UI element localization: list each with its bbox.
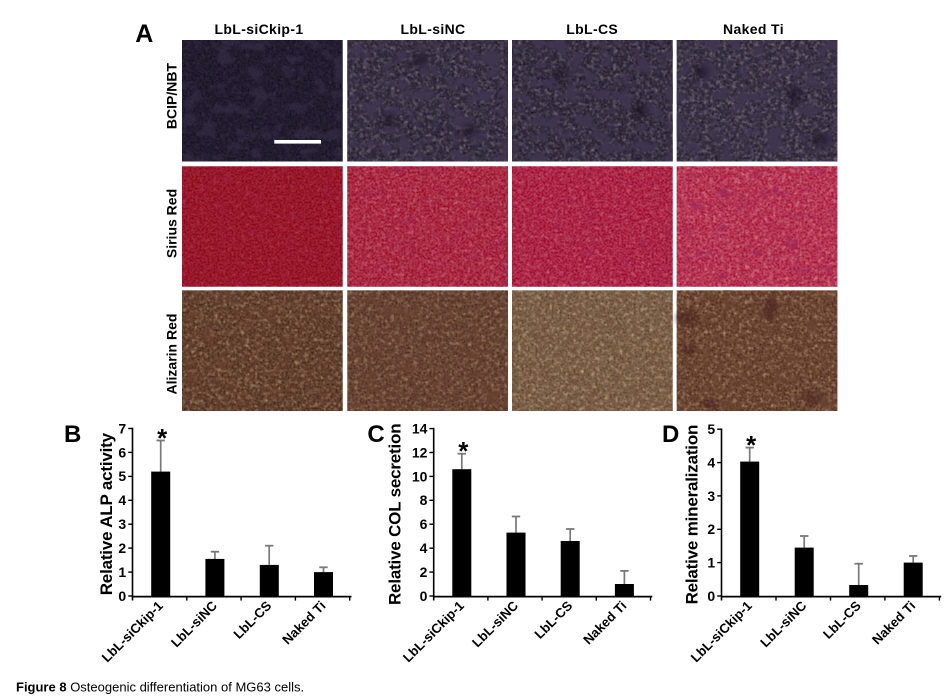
svg-text:5: 5	[707, 421, 715, 437]
svg-text:LbL-siNC: LbL-siNC	[469, 598, 521, 650]
svg-text:A: A	[135, 20, 153, 48]
svg-text:LbL-siNC: LbL-siNC	[168, 598, 220, 650]
svg-text:Naked Ti: Naked Ti	[279, 598, 328, 647]
svg-text:0: 0	[420, 588, 428, 604]
svg-text:LbL-CS: LbL-CS	[231, 598, 275, 642]
svg-text:6: 6	[420, 516, 428, 532]
svg-text:1: 1	[118, 564, 126, 580]
svg-text:6: 6	[118, 444, 126, 460]
svg-text:2: 2	[420, 564, 428, 580]
svg-text:LbL-siNC: LbL-siNC	[400, 21, 465, 37]
svg-text:12: 12	[412, 444, 428, 460]
svg-text:3: 3	[118, 516, 126, 532]
svg-text:10: 10	[412, 468, 428, 484]
svg-text:C: C	[367, 421, 384, 448]
svg-text:LbL-siCkip-1: LbL-siCkip-1	[400, 598, 467, 665]
svg-text:3: 3	[707, 488, 715, 504]
svg-text:*: *	[458, 436, 469, 466]
svg-text:0: 0	[707, 588, 715, 604]
svg-text:LbL-CS: LbL-CS	[566, 21, 618, 37]
svg-text:Relative mineralization: Relative mineralization	[683, 425, 702, 605]
svg-text:5: 5	[118, 468, 126, 484]
svg-text:LbL-siCkip-1: LbL-siCkip-1	[215, 21, 304, 37]
svg-text:Naked Ti: Naked Ti	[580, 598, 629, 647]
svg-text:*: *	[746, 430, 757, 460]
svg-text:2: 2	[707, 521, 715, 537]
svg-text:BCIP/NBT: BCIP/NBT	[164, 63, 180, 130]
svg-text:Relative COL secretion: Relative COL secretion	[386, 424, 405, 605]
svg-text:1: 1	[707, 555, 715, 571]
svg-text:8: 8	[420, 492, 428, 508]
svg-text:14: 14	[412, 421, 428, 437]
svg-text:LbL-siNC: LbL-siNC	[757, 598, 809, 650]
svg-text:Naked Ti: Naked Ti	[723, 21, 784, 37]
svg-text:Naked Ti: Naked Ti	[869, 598, 918, 647]
svg-text:D: D	[662, 421, 679, 448]
svg-text:Relative ALP activity: Relative ALP activity	[97, 432, 116, 595]
svg-text:LbL-CS: LbL-CS	[820, 598, 864, 642]
svg-text:4: 4	[118, 492, 126, 508]
svg-text:LbL-CS: LbL-CS	[532, 598, 576, 642]
svg-text:0: 0	[118, 588, 126, 604]
svg-text:B: B	[64, 421, 81, 448]
svg-text:Alizarin Red: Alizarin Red	[164, 314, 180, 395]
svg-text:Sirius Red: Sirius Red	[164, 189, 180, 258]
svg-text:2: 2	[118, 540, 126, 556]
svg-text:*: *	[157, 423, 168, 453]
svg-text:4: 4	[707, 455, 715, 471]
svg-text:LbL-siCkip-1: LbL-siCkip-1	[99, 598, 166, 665]
svg-text:Figure 8 Osteogenic differenti: Figure 8 Osteogenic differentiation of M…	[16, 680, 304, 695]
svg-text:7: 7	[118, 420, 126, 436]
svg-text:LbL-siCkip-1: LbL-siCkip-1	[688, 598, 755, 665]
svg-text:4: 4	[420, 540, 428, 556]
